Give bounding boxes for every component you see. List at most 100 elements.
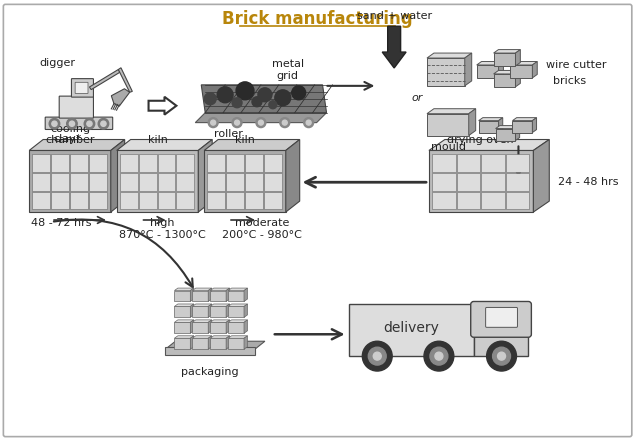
Polygon shape (198, 139, 212, 212)
Circle shape (292, 86, 306, 100)
Polygon shape (228, 304, 248, 306)
Text: drying oven: drying oven (447, 136, 514, 146)
Polygon shape (175, 336, 194, 338)
Bar (192, 306, 208, 317)
Polygon shape (499, 117, 503, 132)
Circle shape (236, 82, 254, 100)
Polygon shape (228, 320, 248, 323)
Polygon shape (513, 117, 536, 121)
Bar (228, 306, 244, 317)
Polygon shape (533, 139, 549, 212)
Circle shape (487, 341, 517, 371)
Polygon shape (192, 288, 211, 290)
Bar (432, 191, 455, 209)
Circle shape (232, 117, 242, 128)
Circle shape (492, 347, 510, 365)
Polygon shape (510, 62, 537, 65)
Polygon shape (190, 336, 194, 349)
Polygon shape (494, 50, 520, 53)
Text: clay*: clay* (53, 133, 82, 143)
FancyBboxPatch shape (71, 79, 94, 97)
Bar (457, 191, 480, 209)
Polygon shape (118, 68, 132, 92)
Circle shape (269, 101, 277, 109)
Bar (432, 173, 455, 191)
Bar (245, 173, 263, 191)
Bar (29, 150, 111, 212)
Bar (120, 191, 138, 209)
Polygon shape (533, 117, 536, 132)
Polygon shape (208, 320, 211, 333)
Bar (176, 173, 194, 191)
Bar (245, 154, 263, 172)
Text: sand + water: sand + water (357, 11, 432, 21)
Bar (89, 154, 107, 172)
Polygon shape (208, 336, 211, 349)
Polygon shape (533, 62, 537, 78)
FancyArrow shape (382, 26, 406, 68)
Bar (204, 150, 286, 212)
Circle shape (430, 347, 448, 365)
Bar (117, 150, 198, 212)
Polygon shape (226, 288, 229, 301)
Circle shape (234, 120, 240, 125)
FancyBboxPatch shape (485, 308, 517, 327)
Bar (264, 191, 282, 209)
Polygon shape (286, 139, 299, 212)
Polygon shape (192, 336, 211, 338)
Circle shape (362, 341, 392, 371)
Circle shape (49, 118, 60, 129)
Polygon shape (244, 288, 248, 301)
Bar (210, 290, 226, 301)
Polygon shape (474, 304, 528, 356)
Bar (210, 323, 226, 333)
Polygon shape (204, 139, 299, 150)
Circle shape (67, 118, 77, 129)
FancyArrow shape (148, 97, 176, 115)
Bar (228, 290, 244, 301)
Polygon shape (469, 109, 476, 136)
Polygon shape (429, 139, 549, 150)
Polygon shape (427, 53, 472, 58)
Text: Brick manufacturing: Brick manufacturing (222, 10, 413, 28)
Polygon shape (175, 320, 194, 323)
Bar (32, 154, 50, 172)
Bar (427, 114, 469, 136)
Circle shape (424, 341, 454, 371)
Text: digger: digger (39, 58, 75, 68)
Bar (510, 65, 533, 78)
Polygon shape (201, 85, 327, 113)
Bar (264, 173, 282, 191)
Polygon shape (208, 288, 211, 301)
FancyBboxPatch shape (471, 301, 531, 337)
Bar (207, 154, 225, 172)
Polygon shape (111, 89, 130, 106)
Circle shape (304, 117, 313, 128)
Polygon shape (192, 304, 211, 306)
Bar (175, 306, 190, 317)
Bar (176, 191, 194, 209)
Bar (175, 290, 190, 301)
Bar (506, 191, 529, 209)
Bar (457, 154, 480, 172)
Bar (51, 154, 69, 172)
Bar (120, 173, 138, 191)
Bar (245, 191, 263, 209)
Polygon shape (465, 53, 472, 86)
Bar (139, 154, 157, 172)
Polygon shape (208, 304, 211, 317)
Polygon shape (175, 304, 194, 306)
Polygon shape (111, 139, 125, 212)
Bar (226, 154, 244, 172)
Polygon shape (494, 70, 520, 74)
Circle shape (435, 352, 443, 360)
FancyBboxPatch shape (75, 82, 88, 93)
Polygon shape (499, 62, 503, 78)
Bar (478, 121, 499, 132)
Bar (157, 173, 175, 191)
Circle shape (282, 120, 287, 125)
Bar (32, 191, 50, 209)
Text: kiln: kiln (148, 136, 168, 146)
Circle shape (259, 120, 263, 125)
Bar (210, 338, 226, 349)
